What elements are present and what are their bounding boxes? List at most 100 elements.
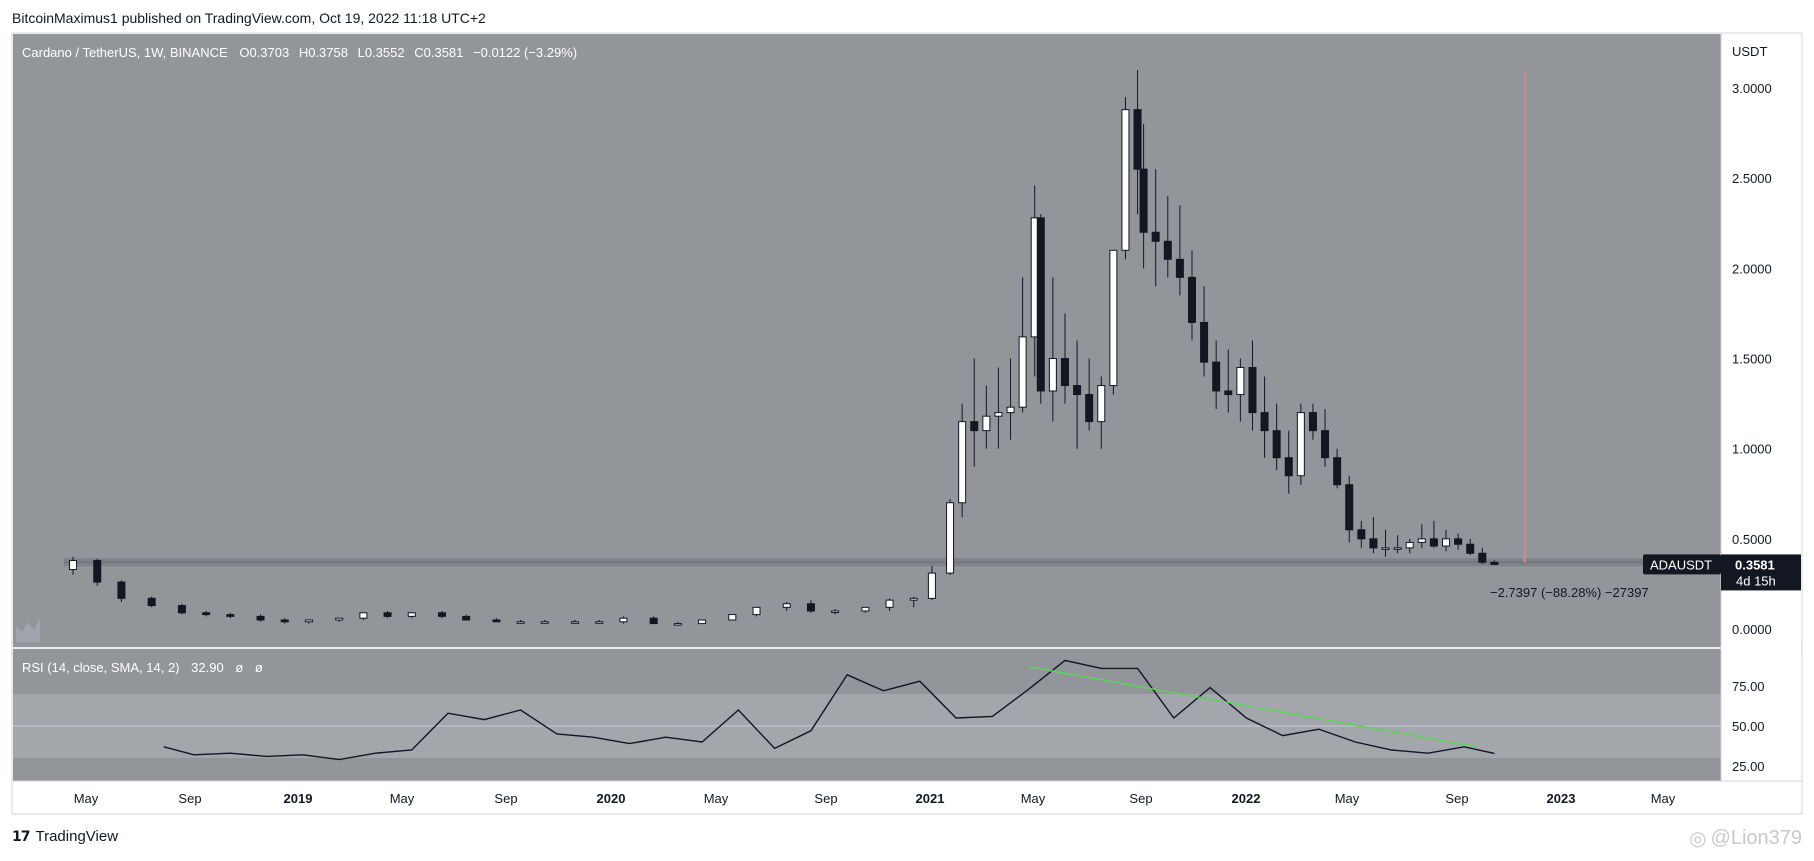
- candle-down: [1163, 240, 1172, 260]
- candle-down: [226, 614, 235, 617]
- candle-up: [885, 599, 894, 608]
- last-price-value: 0.3581: [1735, 557, 1775, 572]
- rsi-na-1: ø: [235, 660, 243, 675]
- candle-down: [1187, 276, 1196, 323]
- candle-down: [1036, 217, 1045, 392]
- candle-up: [1405, 541, 1414, 549]
- candle-down: [1060, 358, 1069, 387]
- time-axis-label: May: [704, 791, 729, 806]
- candle-down: [1466, 543, 1475, 554]
- rsi-tick-label: 75.00: [1732, 679, 1765, 694]
- price-tick-label: 0.5000: [1732, 532, 1772, 547]
- candle-down: [1272, 430, 1281, 459]
- candle-down: [1200, 321, 1209, 363]
- publisher-line: BitcoinMaximus1 published on TradingView…: [12, 10, 486, 26]
- price-tick-label: 2.5000: [1732, 171, 1772, 186]
- time-axis-label: Sep: [1129, 791, 1152, 806]
- candle-down: [1133, 109, 1142, 170]
- candle-up: [1109, 249, 1118, 387]
- candle-up: [728, 614, 737, 621]
- legend-o-value: 0.3703: [249, 45, 289, 60]
- candle-up: [958, 421, 967, 504]
- legend-o-label: O: [239, 45, 249, 60]
- price-axis-bg: [1721, 34, 1801, 781]
- candle-down: [383, 612, 392, 617]
- candle-up: [69, 559, 78, 570]
- price-tick-label: 3.0000: [1732, 81, 1772, 96]
- candle-down: [649, 617, 658, 625]
- rsi-value: 32.90: [191, 660, 224, 675]
- candle-up: [782, 603, 791, 608]
- candle-up: [359, 612, 368, 619]
- rsi-line: [163, 659, 1495, 761]
- tradingview-logo[interactable]: 17 TradingView: [12, 828, 118, 845]
- candle-up: [698, 619, 707, 625]
- candle-up: [752, 606, 761, 616]
- candle-down: [462, 615, 471, 621]
- legend-line: Cardano / TetherUS, 1W, BINANCE O0.3703 …: [22, 45, 577, 60]
- time-axis-label: Sep: [814, 791, 837, 806]
- time-axis-label: May: [1651, 791, 1676, 806]
- candle-down: [1454, 538, 1463, 545]
- time-axis-label: May: [1021, 791, 1046, 806]
- symbol-label: ADAUSDT: [1650, 557, 1712, 572]
- legend-change: −0.0122 (−3.29%): [473, 45, 577, 60]
- candle-up: [909, 597, 918, 601]
- rsi-tick-label: 25.00: [1732, 759, 1765, 774]
- time-axis-label: 2019: [284, 791, 313, 806]
- rsi-series-line: [163, 659, 1495, 761]
- candle-down: [177, 605, 186, 614]
- last-price-box: [1721, 554, 1801, 591]
- time-axis-label: Sep: [1445, 791, 1468, 806]
- candle-down: [1085, 394, 1094, 423]
- candle-down: [1224, 390, 1233, 396]
- candle-down: [1345, 484, 1354, 531]
- time-axis-label: 2021: [916, 791, 945, 806]
- candle-up: [994, 412, 1003, 417]
- candle-down: [280, 619, 289, 623]
- candle-down: [1073, 385, 1082, 396]
- tradingview-logo-text: TradingView: [35, 828, 119, 845]
- rsi-legend: RSI (14, close, SMA, 14, 2): [22, 660, 180, 675]
- legend-h-label: H: [299, 45, 308, 60]
- candle-down: [437, 612, 446, 617]
- rsi-na-2: ø: [255, 660, 263, 675]
- candle-down: [1139, 168, 1148, 233]
- candle-up: [540, 621, 549, 624]
- candle-down: [1490, 561, 1499, 565]
- candle-down: [1175, 258, 1184, 278]
- candle-up: [619, 617, 628, 623]
- candle-up: [927, 572, 936, 599]
- candle-down: [1357, 529, 1366, 540]
- price-tick-label: 0.0000: [1732, 622, 1772, 637]
- watermark-text: @Lion379: [1710, 827, 1802, 849]
- rsi-trendline-line: [1028, 666, 1477, 748]
- price-pane[interactable]: [13, 34, 1721, 647]
- time-axis-label: 2023: [1547, 791, 1576, 806]
- candle-up: [335, 617, 344, 621]
- candle-down: [1260, 412, 1269, 432]
- candle-up: [673, 623, 682, 626]
- candle-up: [1442, 538, 1451, 547]
- watermark: ◎ @Lion379: [1689, 826, 1802, 851]
- candle-up: [1236, 367, 1245, 396]
- candle-down: [492, 619, 501, 623]
- chart-scale-icon[interactable]: [16, 618, 40, 642]
- candle-up: [1296, 412, 1305, 477]
- rsi-axis-ticks: 75.00 50.00 25.00: [13, 679, 1765, 774]
- candle-up: [1381, 547, 1390, 550]
- time-axis-label: Sep: [494, 791, 517, 806]
- legend-l-value: 0.3552: [365, 45, 405, 60]
- candle-up: [407, 612, 416, 617]
- price-axis-ticks: 3.0000 2.5000 2.0000 1.5000 1.0000 0.5000 0.00…: [1732, 81, 1772, 637]
- legend-symbol: Cardano / TetherUS, 1W, BINANCE: [22, 45, 228, 60]
- time-axis-label: Sep: [178, 791, 201, 806]
- candle-down: [806, 603, 815, 612]
- measure-label: −2.7397 (−88.28%) −27397: [1490, 585, 1649, 600]
- candles: [69, 69, 1499, 626]
- candle-up: [1018, 336, 1027, 408]
- candle-up: [595, 621, 604, 624]
- price-tick-label: 2.0000: [1732, 261, 1772, 276]
- last-price-group: ADAUSDT 0.3581 4d 15h: [1643, 554, 1801, 591]
